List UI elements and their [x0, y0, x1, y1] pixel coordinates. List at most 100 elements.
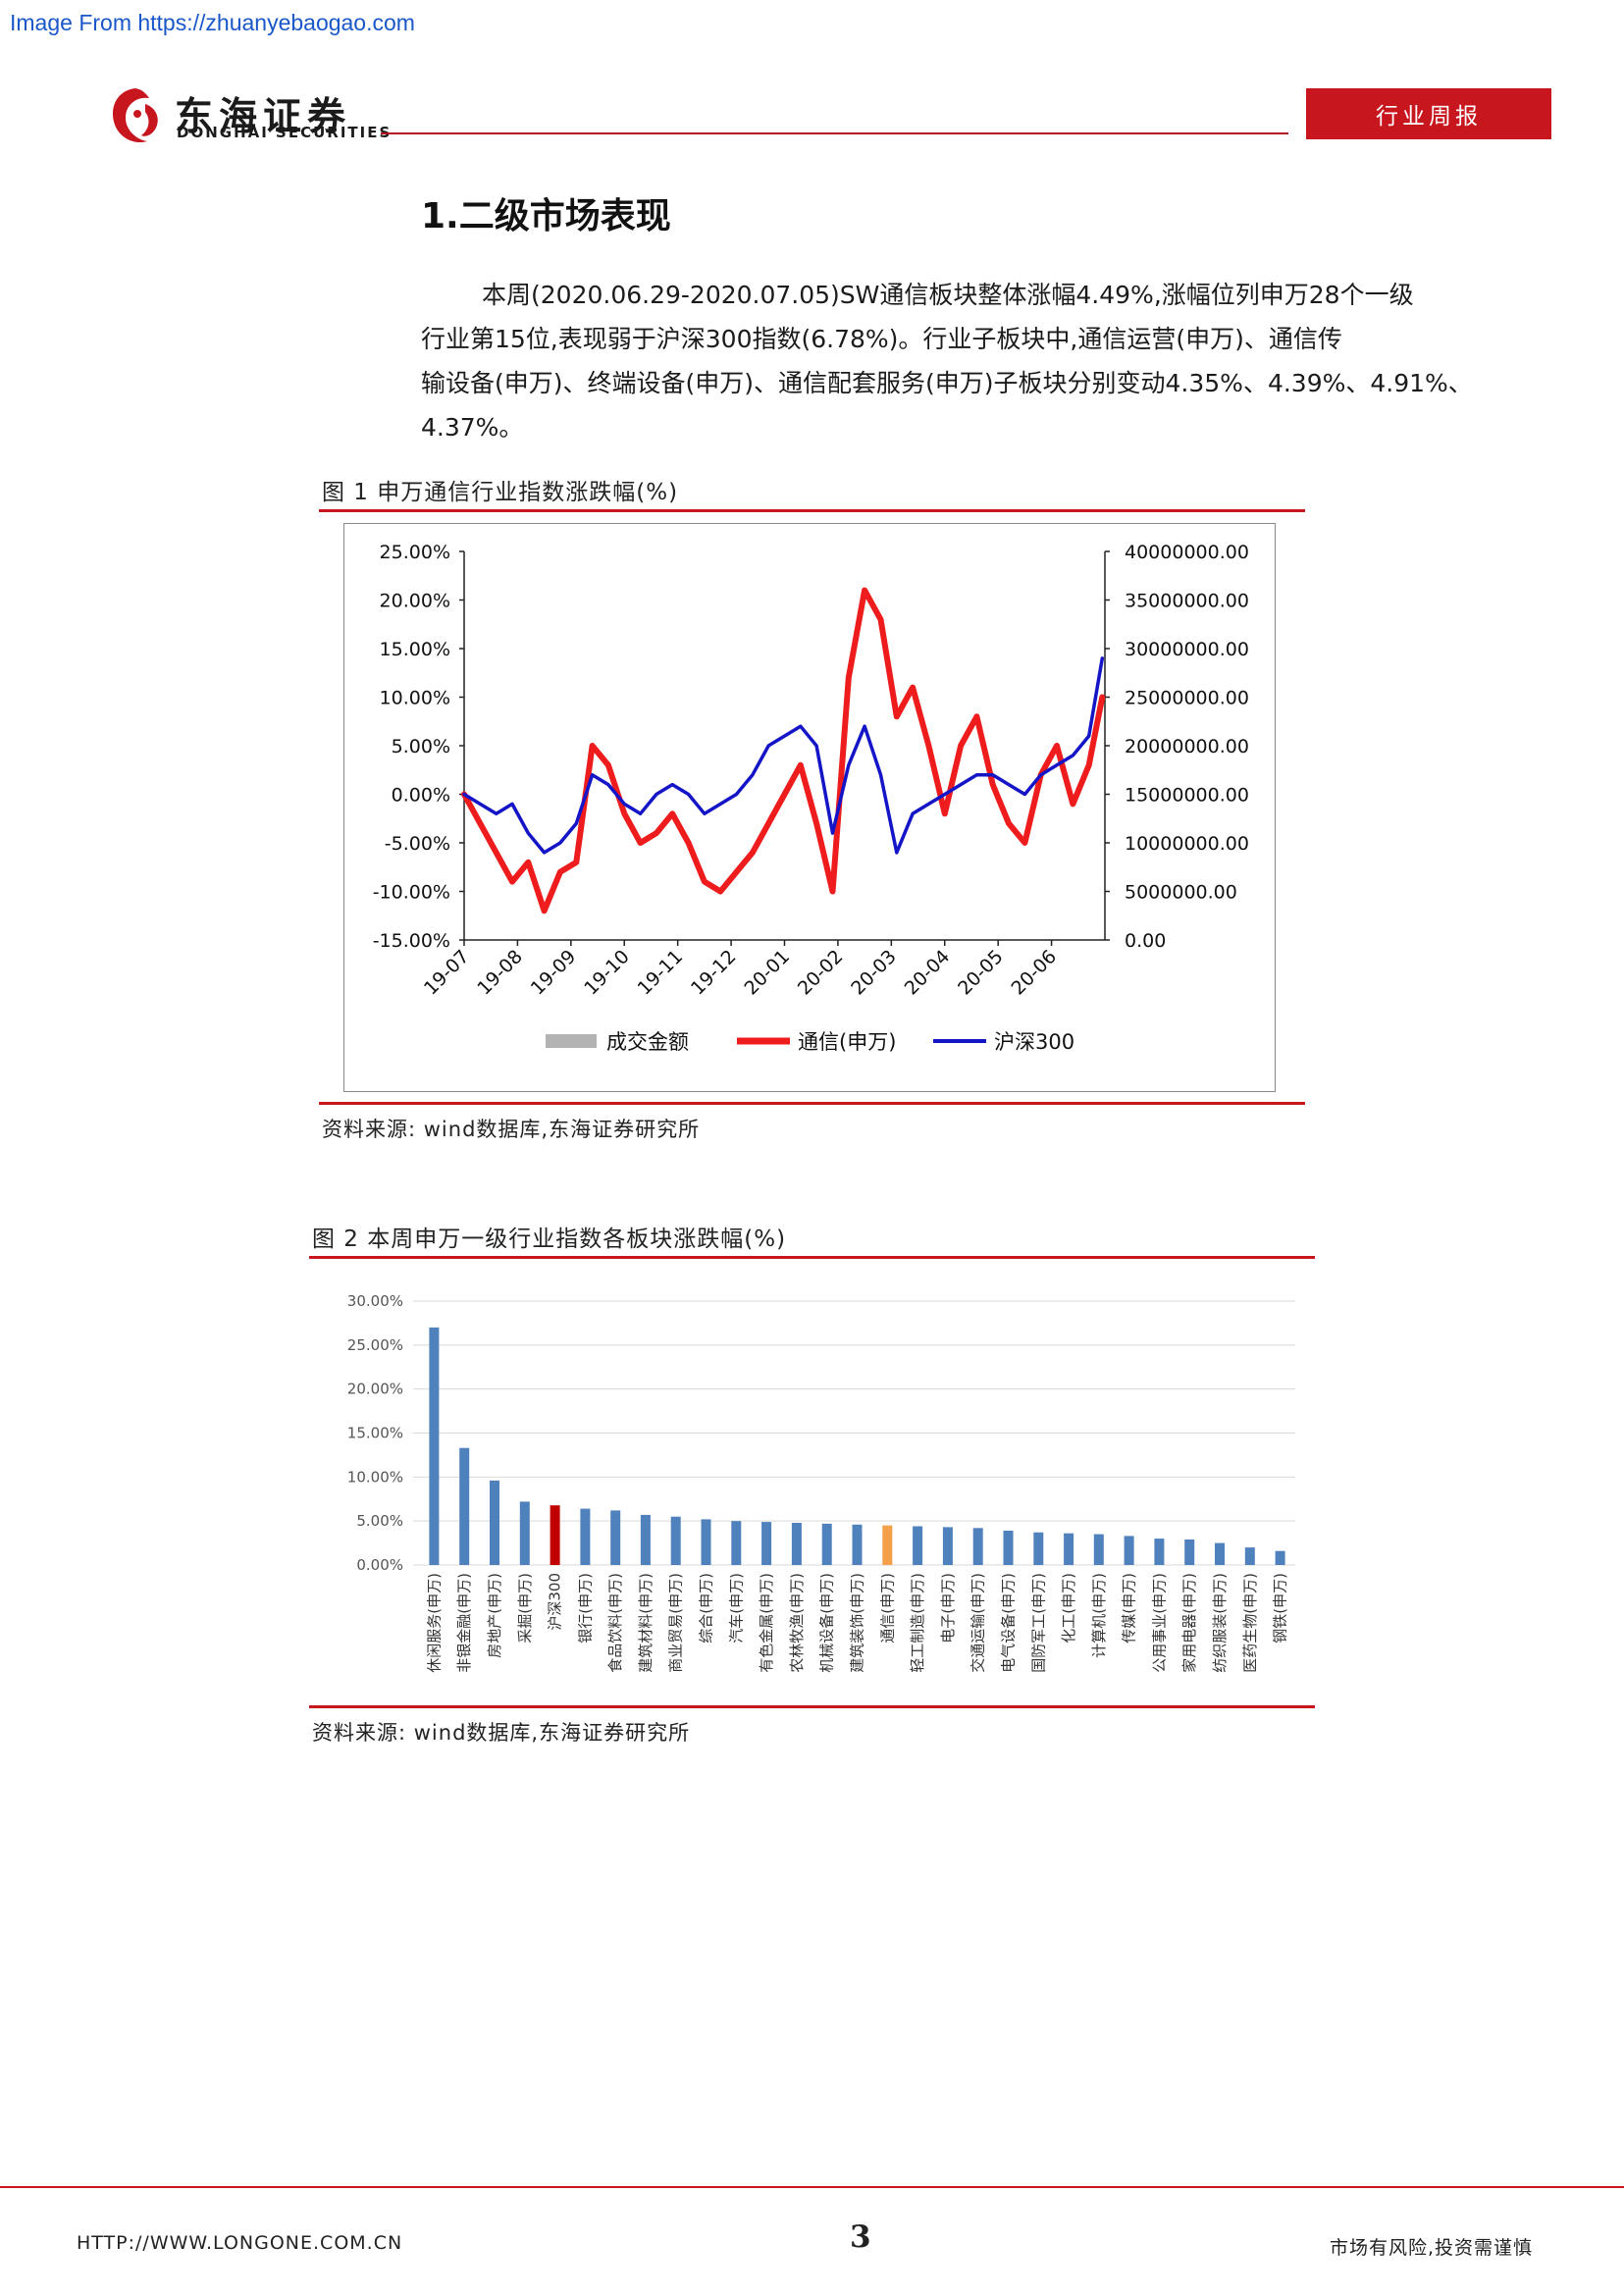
footer-url-link[interactable]: HTTP://WWW.LONGONE.COM.CN [77, 2232, 403, 2254]
paragraph-line: 4.37%。 [421, 413, 524, 442]
bar [761, 1522, 772, 1565]
figure1-bottom-rule [319, 1102, 1305, 1105]
right-y-tick-label: 30000000.00 [1125, 639, 1249, 660]
bar [942, 1527, 953, 1565]
x-category-label: 商业贸易(申万) [667, 1573, 685, 1673]
legend-label: 沪深300 [994, 1030, 1074, 1054]
x-tick-label: 19-07 [420, 946, 474, 1000]
footer-divider [0, 2186, 1624, 2188]
x-tick-label: 19-08 [473, 946, 527, 1000]
x-category-label: 交通运输(申万) [969, 1573, 987, 1673]
left-y-tick-label: -15.00% [373, 930, 450, 952]
x-tick-label: 19-09 [527, 946, 581, 1000]
x-category-label: 家用电器(申万) [1180, 1573, 1198, 1673]
x-category-label: 非银金融(申万) [455, 1573, 473, 1673]
x-category-label: 电气设备(申万) [999, 1573, 1017, 1673]
bar [852, 1524, 863, 1565]
bar [429, 1327, 440, 1565]
x-category-label: 综合(申万) [698, 1573, 715, 1644]
x-category-label: 公用事业(申万) [1150, 1573, 1168, 1673]
left-y-tick-label: 10.00% [380, 688, 450, 709]
bar [550, 1505, 560, 1565]
x-category-label: 汽车(申万) [727, 1573, 745, 1644]
right-y-tick-label: 20000000.00 [1125, 736, 1249, 757]
bar [913, 1526, 923, 1565]
figure1-source: 资料来源: wind数据库,东海证券研究所 [322, 1118, 701, 1141]
x-category-label: 采掘(申万) [516, 1573, 534, 1644]
bar [1093, 1534, 1104, 1565]
y-tick-label: 25.00% [347, 1336, 403, 1354]
y-tick-label: 15.00% [347, 1425, 403, 1442]
bar [670, 1516, 681, 1565]
bar [1003, 1531, 1014, 1565]
right-y-tick-label: 5000000.00 [1125, 882, 1237, 904]
figure2-top-rule [309, 1256, 1315, 1259]
paragraph-line: 本周(2020.06.29-2020.07.05)SW通信板块整体涨幅4.49%… [482, 281, 1414, 309]
bar [519, 1501, 530, 1565]
x-category-label: 传媒(申万) [1121, 1573, 1138, 1644]
bar [1275, 1550, 1285, 1565]
bar [459, 1447, 470, 1565]
summary-paragraph: 本周(2020.06.29-2020.07.05)SW通信板块整体涨幅4.49%… [421, 273, 1559, 449]
watermark-text: Image From https://zhuanyebaogao.com [10, 10, 415, 35]
right-y-tick-label: 15000000.00 [1125, 785, 1249, 807]
figure2-title: 图 2 本周申万一级行业指数各板块涨跌幅(%) [312, 1226, 787, 1252]
bar [490, 1480, 499, 1565]
figure2-bottom-rule [309, 1705, 1315, 1708]
x-tick-label: 20-01 [740, 946, 794, 1000]
left-y-tick-label: 25.00% [380, 542, 450, 563]
figure2-source: 资料来源: wind数据库,东海证券研究所 [312, 1721, 691, 1745]
x-category-label: 食品饮料(申万) [606, 1573, 624, 1673]
x-tick-label: 20-06 [1008, 946, 1062, 1000]
legend-swatch-amount [546, 1034, 597, 1048]
right-y-tick-label: 35000000.00 [1125, 591, 1249, 612]
brand-name-en: DONGHAI SECURITIES [177, 124, 393, 141]
bar [731, 1521, 742, 1565]
figure1-top-rule [319, 509, 1305, 512]
right-y-tick-label: 0.00 [1125, 930, 1166, 952]
donghai-logo-icon [112, 88, 158, 143]
report-type-tag: 行业周报 [1306, 88, 1551, 139]
bar [1033, 1532, 1044, 1565]
x-category-label: 医药生物(申万) [1241, 1573, 1259, 1673]
bar [1154, 1539, 1165, 1565]
x-category-label: 农林牧渔(申万) [788, 1573, 806, 1673]
x-category-label: 国防军工(申万) [1029, 1573, 1047, 1673]
bar [640, 1514, 651, 1565]
y-tick-label: 0.00% [356, 1556, 403, 1574]
bar [821, 1523, 832, 1565]
header-divider [381, 132, 1288, 134]
y-tick-label: 10.00% [347, 1468, 403, 1486]
x-category-label: 房地产(申万) [486, 1573, 503, 1658]
x-tick-label: 20-04 [901, 946, 955, 1000]
right-y-tick-label: 25000000.00 [1125, 688, 1249, 709]
x-category-label: 钢铁(申万) [1272, 1573, 1289, 1644]
bar [1064, 1533, 1074, 1565]
y-tick-label: 20.00% [347, 1381, 403, 1398]
figure1-title: 图 1 申万通信行业指数涨跌幅(%) [322, 480, 679, 505]
x-tick-label: 20-03 [847, 946, 901, 1000]
paragraph-line: 行业第15位,表现弱于沪深300指数(6.78%)。行业子板块中,通信运营(申万… [421, 325, 1342, 353]
bar [701, 1519, 711, 1565]
x-category-label: 计算机(申万) [1090, 1573, 1108, 1658]
left-y-tick-label: 5.00% [392, 736, 450, 757]
section-title: 1.二级市场表现 [421, 196, 671, 236]
bar-chart-sector-returns: 30.00% 25.00% 20.00% 15.00% 10.00% 5.00% 0.00%… [347, 1292, 1295, 1673]
left-y-tick-label: 20.00% [380, 591, 450, 612]
x-category-label: 休闲服务(申万) [425, 1573, 443, 1673]
bar [882, 1525, 893, 1565]
legend-label: 成交金额 [606, 1030, 689, 1054]
x-tick-label: 20-05 [954, 946, 1008, 1000]
left-y-tick-label: 15.00% [380, 639, 450, 660]
series-line-csi300 [462, 656, 1105, 855]
bar [1215, 1542, 1225, 1565]
bar [1184, 1539, 1195, 1565]
x-category-label: 通信(申万) [878, 1573, 896, 1644]
x-tick-label: 20-02 [794, 946, 848, 1000]
series-line-telecom [461, 587, 1106, 914]
right-y-tick-label: 10000000.00 [1125, 833, 1249, 855]
bar [1124, 1536, 1134, 1565]
left-y-tick-label: -10.00% [373, 882, 450, 904]
figure1-frame: 25.00% 20.00% 15.00% 10.00% 5.00% 0.00% -5.00%… [343, 523, 1276, 1092]
bar [791, 1523, 802, 1565]
